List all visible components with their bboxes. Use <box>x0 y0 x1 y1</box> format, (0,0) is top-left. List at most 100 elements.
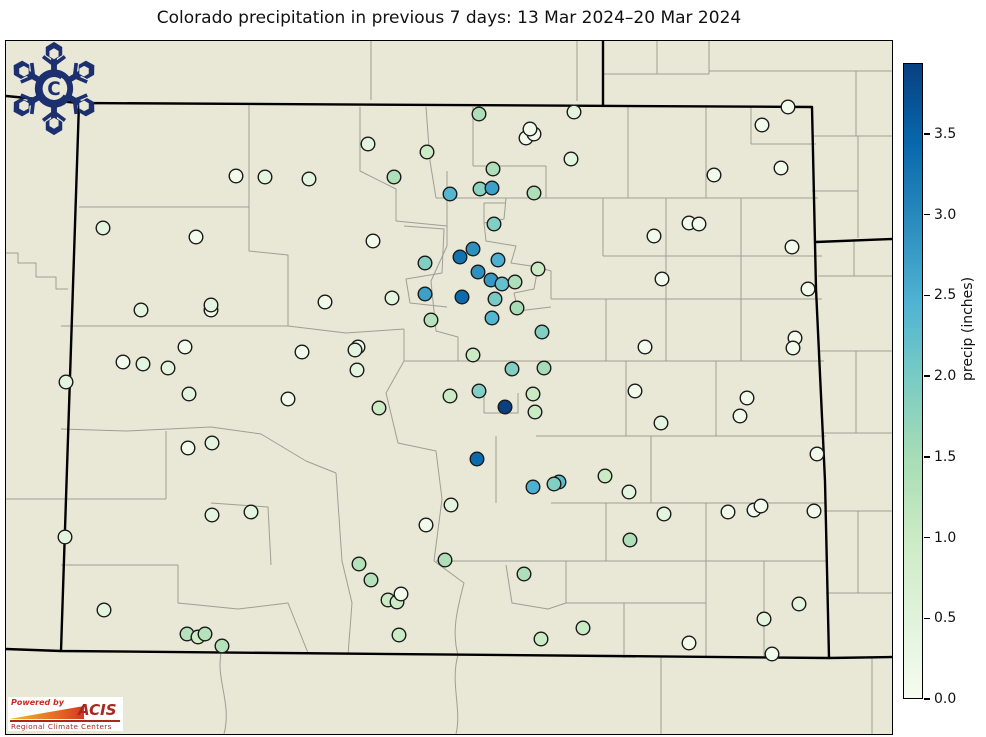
data-point <box>351 556 367 572</box>
data-point <box>257 169 273 185</box>
data-point <box>627 383 643 399</box>
data-point <box>204 435 220 451</box>
svg-text:C: C <box>47 79 60 100</box>
data-point <box>637 339 653 355</box>
data-point <box>756 611 772 627</box>
colorbar-axis-label: precip (inches) <box>960 276 976 381</box>
colorbar-tick-label: 0.5 <box>934 610 957 627</box>
colorbar: 0.0 0.5 1.0 1.5 2.0 2.5 3.0 3.5 precip (inches) <box>903 63 986 707</box>
colorbar-tick-label: 2.0 <box>934 368 957 385</box>
snowflake-icon: C <box>13 41 95 136</box>
data-point <box>181 386 197 402</box>
data-point <box>486 216 502 232</box>
colorbar-tick-mark <box>924 213 930 216</box>
data-point <box>800 281 816 297</box>
data-point <box>135 356 151 372</box>
data-point <box>806 503 822 519</box>
data-point <box>753 498 769 514</box>
data-point <box>527 404 543 420</box>
data-point <box>418 517 434 533</box>
data-point <box>203 297 219 313</box>
county-lines <box>6 41 892 734</box>
data-point <box>681 635 697 651</box>
data-point <box>452 249 468 265</box>
data-point <box>386 169 402 185</box>
data-point <box>469 451 485 467</box>
data-point <box>228 168 244 184</box>
data-point <box>391 627 407 643</box>
data-point <box>522 121 538 137</box>
data-point <box>536 360 552 376</box>
data-point <box>465 241 481 257</box>
data-point <box>365 233 381 249</box>
data-point <box>533 631 549 647</box>
data-point <box>809 446 825 462</box>
colorbar-tick-mark <box>924 375 930 377</box>
colorbar-tick-mark <box>924 294 930 297</box>
data-point <box>57 529 73 545</box>
data-point <box>653 415 669 431</box>
data-point <box>621 484 637 500</box>
data-point <box>363 572 379 588</box>
data-point <box>465 347 481 363</box>
acis-name: ACIS <box>78 701 117 719</box>
colorbar-tick-label: 3.5 <box>934 126 957 143</box>
data-point <box>204 507 220 523</box>
data-point <box>484 310 500 326</box>
colorbar-tick-mark <box>924 456 930 458</box>
colorbar-tick-label: 3.0 <box>934 206 957 223</box>
data-point <box>706 167 722 183</box>
data-point <box>656 506 672 522</box>
data-point <box>243 504 259 520</box>
data-point <box>437 552 453 568</box>
data-point <box>622 532 638 548</box>
data-point <box>509 300 525 316</box>
data-point <box>197 626 213 642</box>
data-point <box>739 390 755 406</box>
data-point <box>784 239 800 255</box>
data-point <box>754 117 770 133</box>
colorbar-tick-label: 2.5 <box>934 287 957 304</box>
colorbar-tick-mark <box>924 536 930 539</box>
data-point <box>442 388 458 404</box>
acis-rule <box>10 720 120 722</box>
data-point <box>791 596 807 612</box>
acis-subtitle: Regional Climate Centers <box>11 722 112 731</box>
data-point <box>371 400 387 416</box>
colorado-map <box>6 41 892 734</box>
data-point <box>720 504 736 520</box>
colorbar-tick-mark <box>924 133 930 135</box>
data-point <box>317 294 333 310</box>
data-point <box>566 104 582 120</box>
acis-swoosh-icon <box>9 706 84 719</box>
data-point <box>301 171 317 187</box>
data-point <box>349 362 365 378</box>
data-point <box>691 216 707 232</box>
colorbar-tick-label: 1.5 <box>934 448 957 465</box>
data-point <box>454 289 470 305</box>
colorbar-gradient <box>903 63 923 699</box>
colorbar-tick-mark <box>924 698 930 700</box>
acis-logo: Powered by ACIS Regional Climate Centers <box>8 697 123 731</box>
data-point <box>525 386 541 402</box>
data-point <box>485 161 501 177</box>
data-point <box>393 586 409 602</box>
data-point <box>471 106 487 122</box>
data-point <box>214 638 230 654</box>
colorbar-tick-mark <box>924 617 930 620</box>
acis-powered-by: Powered by <box>11 698 64 707</box>
data-point <box>654 271 670 287</box>
data-point <box>530 261 546 277</box>
data-point <box>115 354 131 370</box>
data-point <box>785 340 801 356</box>
data-point <box>423 312 439 328</box>
data-point <box>471 383 487 399</box>
chart-title: Colorado precipitation in previous 7 day… <box>156 8 742 28</box>
colorbar-tick-label: 0.0 <box>934 691 957 707</box>
colorbar-tick-label: 1.0 <box>934 529 957 546</box>
data-point <box>384 290 400 306</box>
data-point <box>764 646 780 662</box>
data-point <box>526 185 542 201</box>
data-point <box>58 374 74 390</box>
data-point <box>525 479 541 495</box>
